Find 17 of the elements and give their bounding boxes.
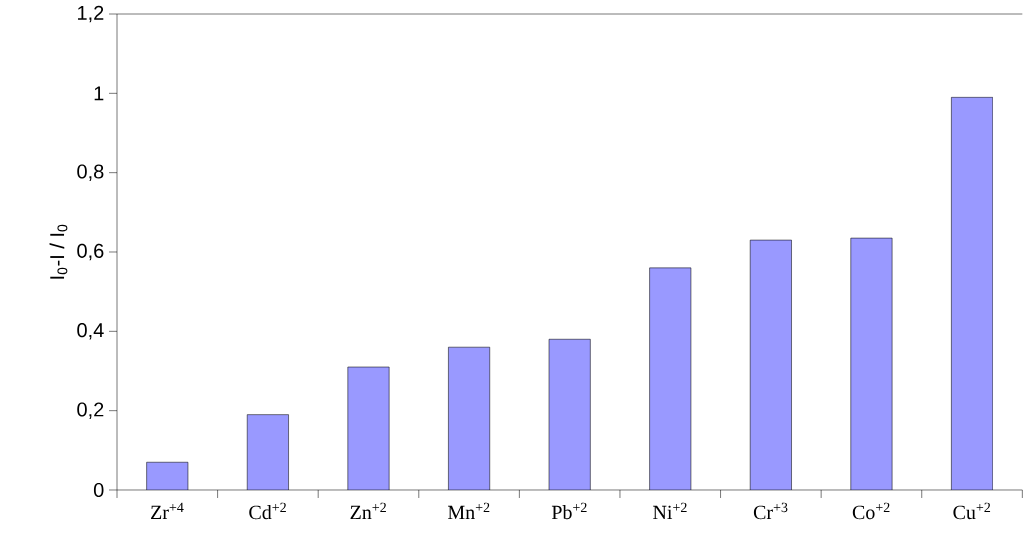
x-tick-label: Ni$^{+2}$ <box>653 502 687 519</box>
y-tick-label: 1,2 <box>78 5 104 23</box>
x-tick-label: Zr$^{+4}$ <box>151 502 184 519</box>
y-tick-label: 1 <box>94 86 104 101</box>
x-tick-label: Cu$^{+2}$ <box>953 502 991 520</box>
x-tick-label: Pb$^{+2}$ <box>551 502 587 520</box>
y-tick-label: 0,2 <box>77 402 104 419</box>
x-tick-label: Cr$^{+3}$ <box>753 502 788 520</box>
x-tick-label: Cd$^{+2}$ <box>249 502 286 520</box>
y-axis-title: I$_{0}$-I / I$_{0}$ <box>49 224 68 279</box>
y-tick-label: 0,4 <box>77 323 104 340</box>
x-tick-label: Zn$^{+2}$ <box>350 502 386 519</box>
x-tick-label: Co$^{+2}$ <box>852 502 890 520</box>
x-tick-label: Mn$^{+2}$ <box>447 502 490 519</box>
y-tick-label: 0,6 <box>77 243 104 261</box>
y-tick-label: 0 <box>93 482 104 498</box>
y-tick-label: 0,8 <box>77 164 104 181</box>
